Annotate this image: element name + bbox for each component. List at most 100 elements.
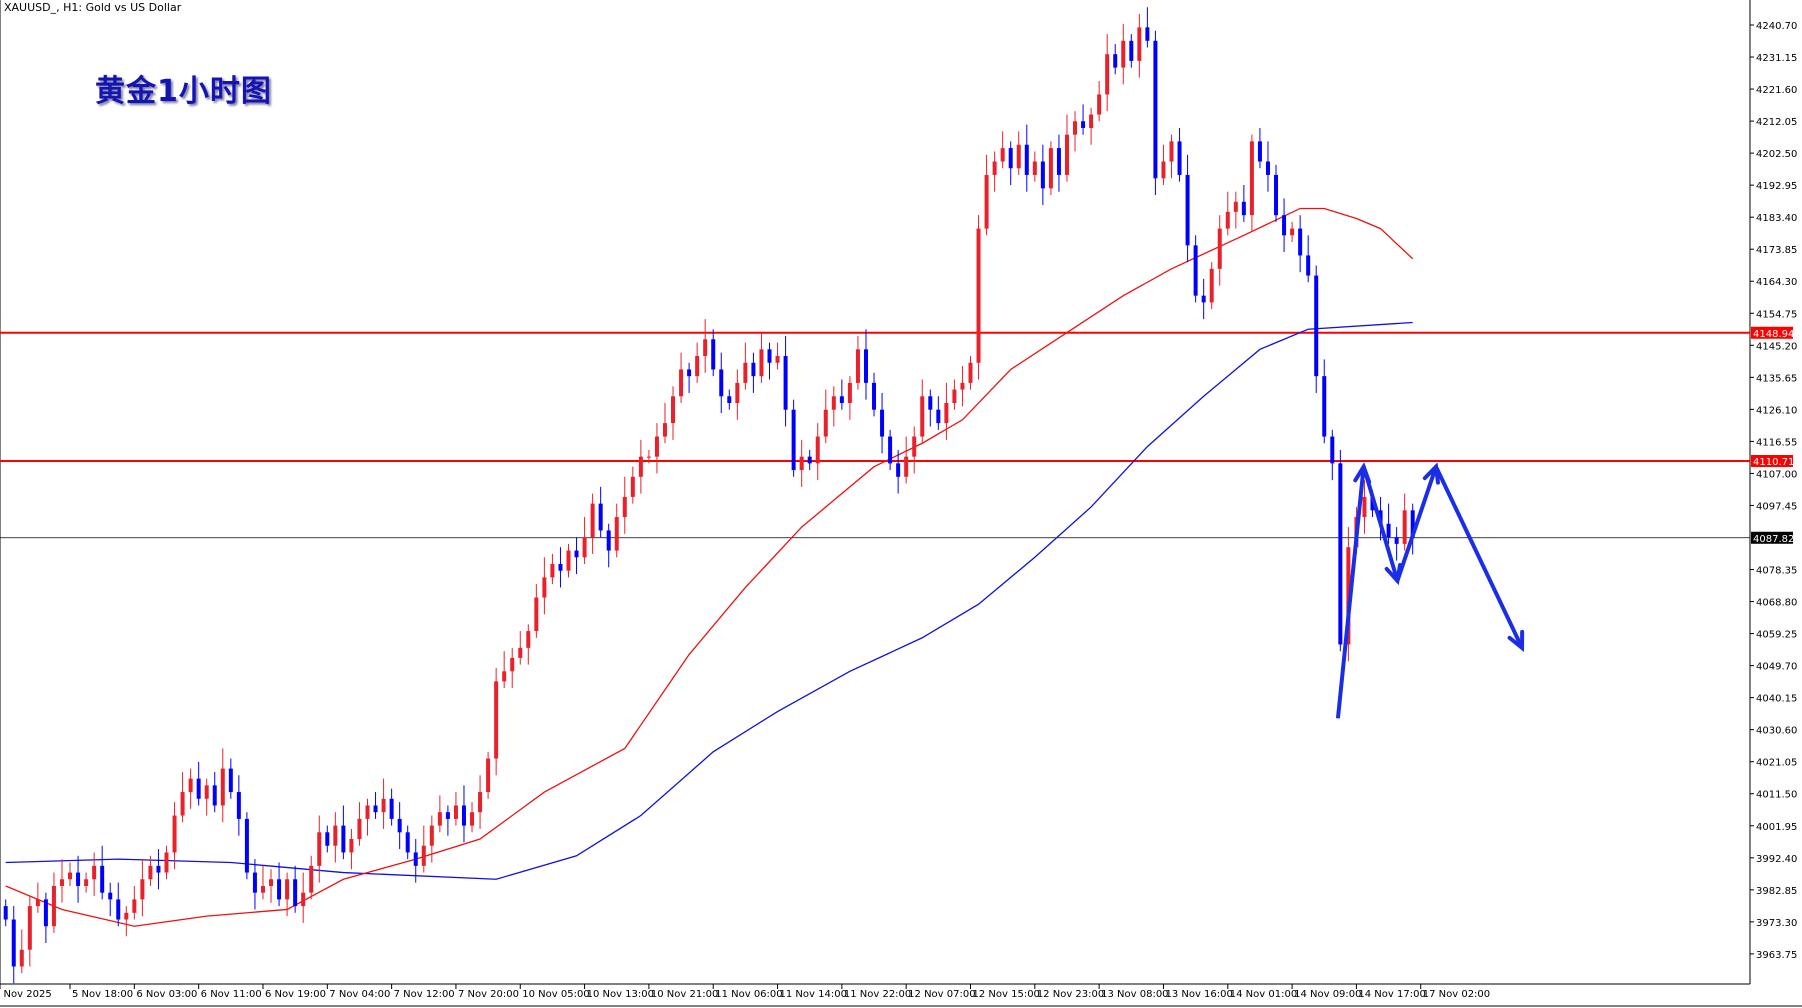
bear-candle	[936, 396, 941, 430]
bull-candle	[68, 862, 73, 886]
bull-candle	[269, 869, 274, 903]
candle-body	[1209, 268, 1214, 303]
bear-candle	[1177, 127, 1182, 182]
bull-candle	[526, 624, 531, 665]
candle-body	[1129, 40, 1134, 61]
y-tick-label: 4231.15	[1756, 53, 1797, 64]
candle-body	[1394, 537, 1399, 544]
x-tick-label: 14 Nov 17:00	[1358, 989, 1425, 1000]
candle-body	[156, 865, 161, 873]
arrowhead-icon	[1507, 629, 1525, 652]
candle-body	[872, 382, 877, 410]
candle-body	[502, 671, 507, 682]
x-tick-label: 14 Nov 01:00	[1230, 989, 1297, 1000]
bear-candle	[373, 792, 378, 819]
candle-body	[277, 879, 282, 900]
bear-candle	[1257, 127, 1262, 169]
candle-body	[1274, 174, 1279, 216]
bull-candle	[976, 215, 981, 380]
candle-body	[654, 436, 659, 457]
chart-annotation-title: 黄金1小时图	[95, 74, 272, 109]
candle-body	[1386, 523, 1391, 538]
bear-candle	[11, 906, 16, 984]
bear-candle	[598, 486, 603, 538]
candle-body	[1233, 201, 1238, 212]
bull-candle	[1016, 131, 1021, 175]
candle-body	[365, 805, 370, 819]
x-tick-label: 12 Nov 07:00	[908, 989, 975, 1000]
candle-body	[19, 949, 24, 967]
candle-body	[711, 339, 716, 370]
candle-body	[727, 396, 732, 403]
bull-candle	[1233, 191, 1238, 229]
candle-body	[1241, 201, 1246, 216]
bull-candle	[285, 872, 290, 917]
bull-candle	[494, 667, 499, 776]
candle-body	[1330, 436, 1335, 464]
candle-body	[1201, 295, 1206, 303]
y-tick-label: 4135.65	[1756, 373, 1797, 384]
bear-candle	[100, 845, 105, 900]
arrowhead-icon	[1384, 562, 1403, 586]
candle-body	[574, 550, 579, 558]
y-tick-label: 3973.30	[1756, 918, 1797, 929]
bull-candle	[855, 335, 860, 390]
arrowhead-icon	[1353, 462, 1372, 484]
candle-body	[839, 396, 844, 403]
bear-candle	[719, 352, 724, 414]
bull-candle	[1089, 107, 1094, 145]
y-tick-label: 4240.70	[1756, 21, 1797, 32]
candle-body	[333, 825, 338, 846]
bull-candle	[679, 352, 684, 403]
bull-candle	[1217, 215, 1222, 286]
bear-candle	[1113, 44, 1118, 75]
bear-candle	[791, 399, 796, 477]
bull-candle	[1000, 131, 1005, 169]
bull-candle	[759, 332, 764, 383]
bull-candle	[912, 426, 917, 474]
bear-candle	[413, 839, 418, 883]
candle-body	[944, 402, 949, 424]
candle-body	[1105, 54, 1110, 95]
candle-body	[992, 161, 997, 175]
candle-body	[212, 785, 217, 806]
bear-candle	[687, 362, 692, 393]
bull-candle	[486, 751, 491, 799]
candle-body	[823, 409, 828, 437]
candle-body	[542, 577, 547, 598]
bear-candle	[1201, 278, 1206, 320]
candle-body	[1362, 496, 1367, 518]
bull-candle	[960, 366, 965, 407]
candle-body	[252, 872, 257, 893]
bear-candle	[461, 785, 466, 843]
candle-body	[968, 362, 973, 383]
y-tick-label: 4021.05	[1756, 758, 1797, 769]
candle-body	[638, 456, 643, 477]
candle-body	[936, 409, 941, 424]
candle-body	[1402, 510, 1407, 544]
x-tick-label: 12 Nov 15:00	[973, 989, 1040, 1000]
candle-body	[1177, 141, 1182, 175]
candle-body	[461, 805, 466, 826]
candle-body	[783, 356, 788, 410]
y-tick-label: 4202.50	[1756, 149, 1797, 160]
bull-candle	[59, 859, 64, 903]
current-price-label: 4087.82	[1753, 534, 1794, 545]
bull-candle	[992, 151, 997, 192]
bear-candle	[1024, 124, 1029, 192]
bull-candle	[51, 872, 56, 933]
bull-candle	[662, 402, 667, 444]
bull-candle	[1161, 144, 1166, 185]
moving-average-fast	[5, 207, 1414, 927]
bull-candle	[614, 503, 619, 558]
candle-body	[904, 456, 909, 477]
candle-body	[76, 872, 81, 886]
candle-body	[1097, 94, 1102, 115]
candle-body	[1089, 114, 1094, 128]
candle-body	[598, 503, 603, 531]
bull-candle	[944, 382, 949, 440]
bull-candle	[1137, 13, 1142, 78]
bull-candle	[1073, 111, 1078, 152]
bear-candle	[1410, 503, 1415, 555]
